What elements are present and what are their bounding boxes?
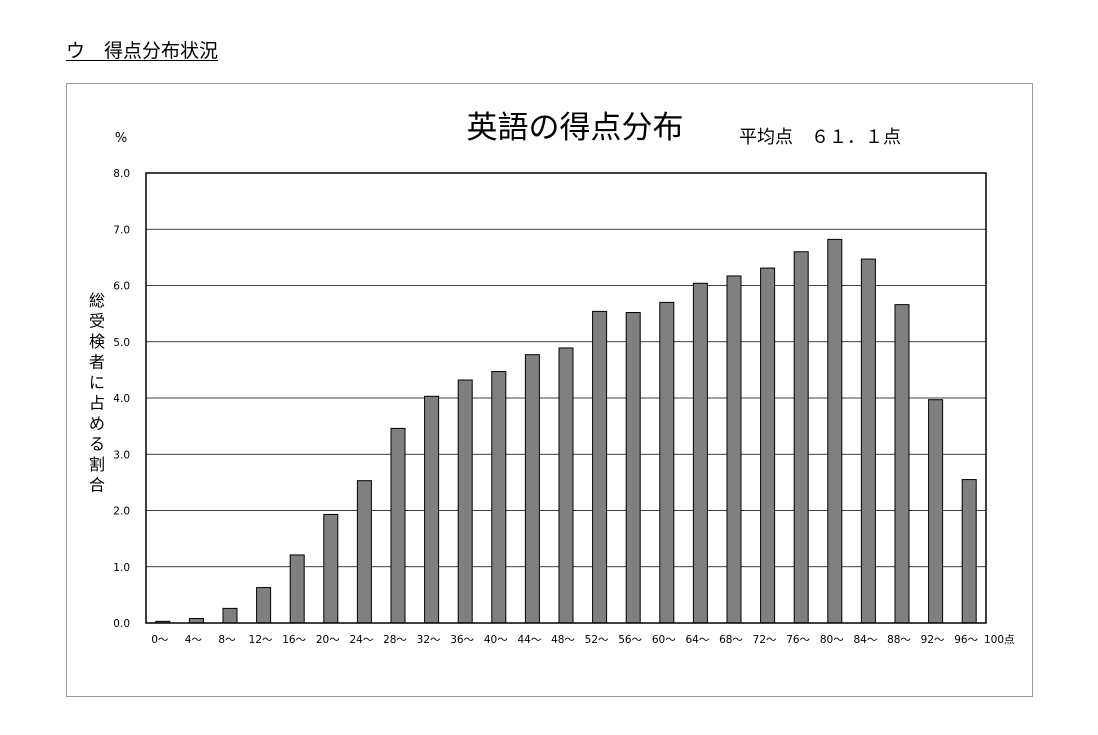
chart-frame: 英語の得点分布 平均点 ６１．１点 % 0.0 1.0 2.0 3.0 4.0 5.0 6.… <box>66 83 1033 697</box>
y-axis-label-char: 受 <box>89 312 105 331</box>
bar <box>827 238 843 624</box>
x-tick-label: 28〜 <box>383 634 407 646</box>
bar <box>592 310 608 624</box>
x-tick-label: 80〜 <box>820 634 844 646</box>
bar <box>961 479 977 624</box>
x-tick-label: 60〜 <box>652 634 676 646</box>
x-tick-label: 20〜 <box>316 634 340 646</box>
chart-subtitle: 平均点 ６１．１点 <box>739 127 901 148</box>
x-tick-label: 48〜 <box>551 634 575 646</box>
bar <box>692 282 708 624</box>
x-axis-end-label: 100点 <box>984 634 1015 646</box>
y-axis-unit: % <box>115 131 127 146</box>
bar <box>289 554 305 624</box>
x-tick-label: 8〜 <box>218 634 236 646</box>
bars <box>155 238 977 624</box>
x-tick-label: 88〜 <box>887 634 911 646</box>
bar <box>894 304 910 624</box>
bar <box>256 587 272 624</box>
x-tick-label: 64〜 <box>685 634 709 646</box>
y-tick-label: 1.0 <box>113 562 130 574</box>
bar <box>222 607 238 624</box>
x-tick-label: 4〜 <box>185 634 203 646</box>
plot-area-border <box>145 172 987 624</box>
y-tick-label: 2.0 <box>113 506 130 518</box>
x-tick-label: 72〜 <box>753 634 777 646</box>
bar <box>558 347 574 624</box>
bar <box>356 480 372 624</box>
score-distribution-chart: 英語の得点分布 平均点 ６１．１点 % 0.0 1.0 2.0 3.0 4.0 5.0 6.… <box>89 110 1015 646</box>
bar <box>323 513 339 624</box>
y-tick-label: 4.0 <box>113 393 130 405</box>
y-axis-label-char: 合 <box>89 476 105 495</box>
x-tick-label: 96〜 <box>954 634 978 646</box>
y-axis-label-char: に <box>89 373 105 392</box>
bar <box>726 275 742 624</box>
bar <box>928 399 944 624</box>
x-tick-label: 76〜 <box>786 634 810 646</box>
y-tick-label: 3.0 <box>113 449 130 461</box>
y-tick-label: 8.0 <box>113 168 130 180</box>
bar <box>491 371 507 624</box>
y-tick-label: 6.0 <box>113 281 130 293</box>
section-heading: ウ 得点分布状況 <box>66 40 219 62</box>
x-tick-label: 32〜 <box>417 634 441 646</box>
x-tick-label: 40〜 <box>484 634 508 646</box>
chart-title: 英語の得点分布 <box>467 110 684 146</box>
y-axis-label-char: 割 <box>89 455 105 474</box>
x-tick-label: 12〜 <box>249 634 273 646</box>
y-axis-label-char: 者 <box>89 353 105 372</box>
x-tick-label: 92〜 <box>921 634 945 646</box>
bar <box>659 301 675 624</box>
y-tick-label: 0.0 <box>113 618 130 630</box>
x-tick-label: 84〜 <box>853 634 877 646</box>
x-tick-label: 68〜 <box>719 634 743 646</box>
y-axis-ticks: 0.0 1.0 2.0 3.0 4.0 5.0 6.0 7.0 8.0 <box>113 168 130 630</box>
y-axis-label-char: 検 <box>89 332 105 351</box>
x-tick-label: 16〜 <box>282 634 306 646</box>
x-axis-ticks: 0〜 4〜 8〜 12〜 16〜 20〜 24〜 28〜 32〜 36〜 40〜 44〜 48〜 52〜 5… <box>151 634 978 646</box>
y-tick-label: 7.0 <box>113 224 130 236</box>
bar <box>793 251 809 624</box>
x-tick-label: 52〜 <box>585 634 609 646</box>
y-axis-label-char: る <box>89 435 105 454</box>
bar <box>760 267 776 624</box>
y-tick-label: 5.0 <box>113 337 130 349</box>
y-axis-label-char: 占 <box>89 394 105 413</box>
bar <box>860 258 876 624</box>
bar <box>424 395 440 624</box>
bar <box>390 427 406 624</box>
bar <box>457 379 473 624</box>
x-tick-label: 36〜 <box>450 634 474 646</box>
bar <box>625 312 641 624</box>
x-tick-label: 24〜 <box>349 634 373 646</box>
y-axis-label-char: 総 <box>89 291 105 310</box>
bar <box>524 354 540 624</box>
x-tick-label: 0〜 <box>151 634 169 646</box>
y-axis-label-char: め <box>89 414 105 433</box>
x-tick-label: 56〜 <box>618 634 642 646</box>
x-tick-label: 44〜 <box>517 634 541 646</box>
